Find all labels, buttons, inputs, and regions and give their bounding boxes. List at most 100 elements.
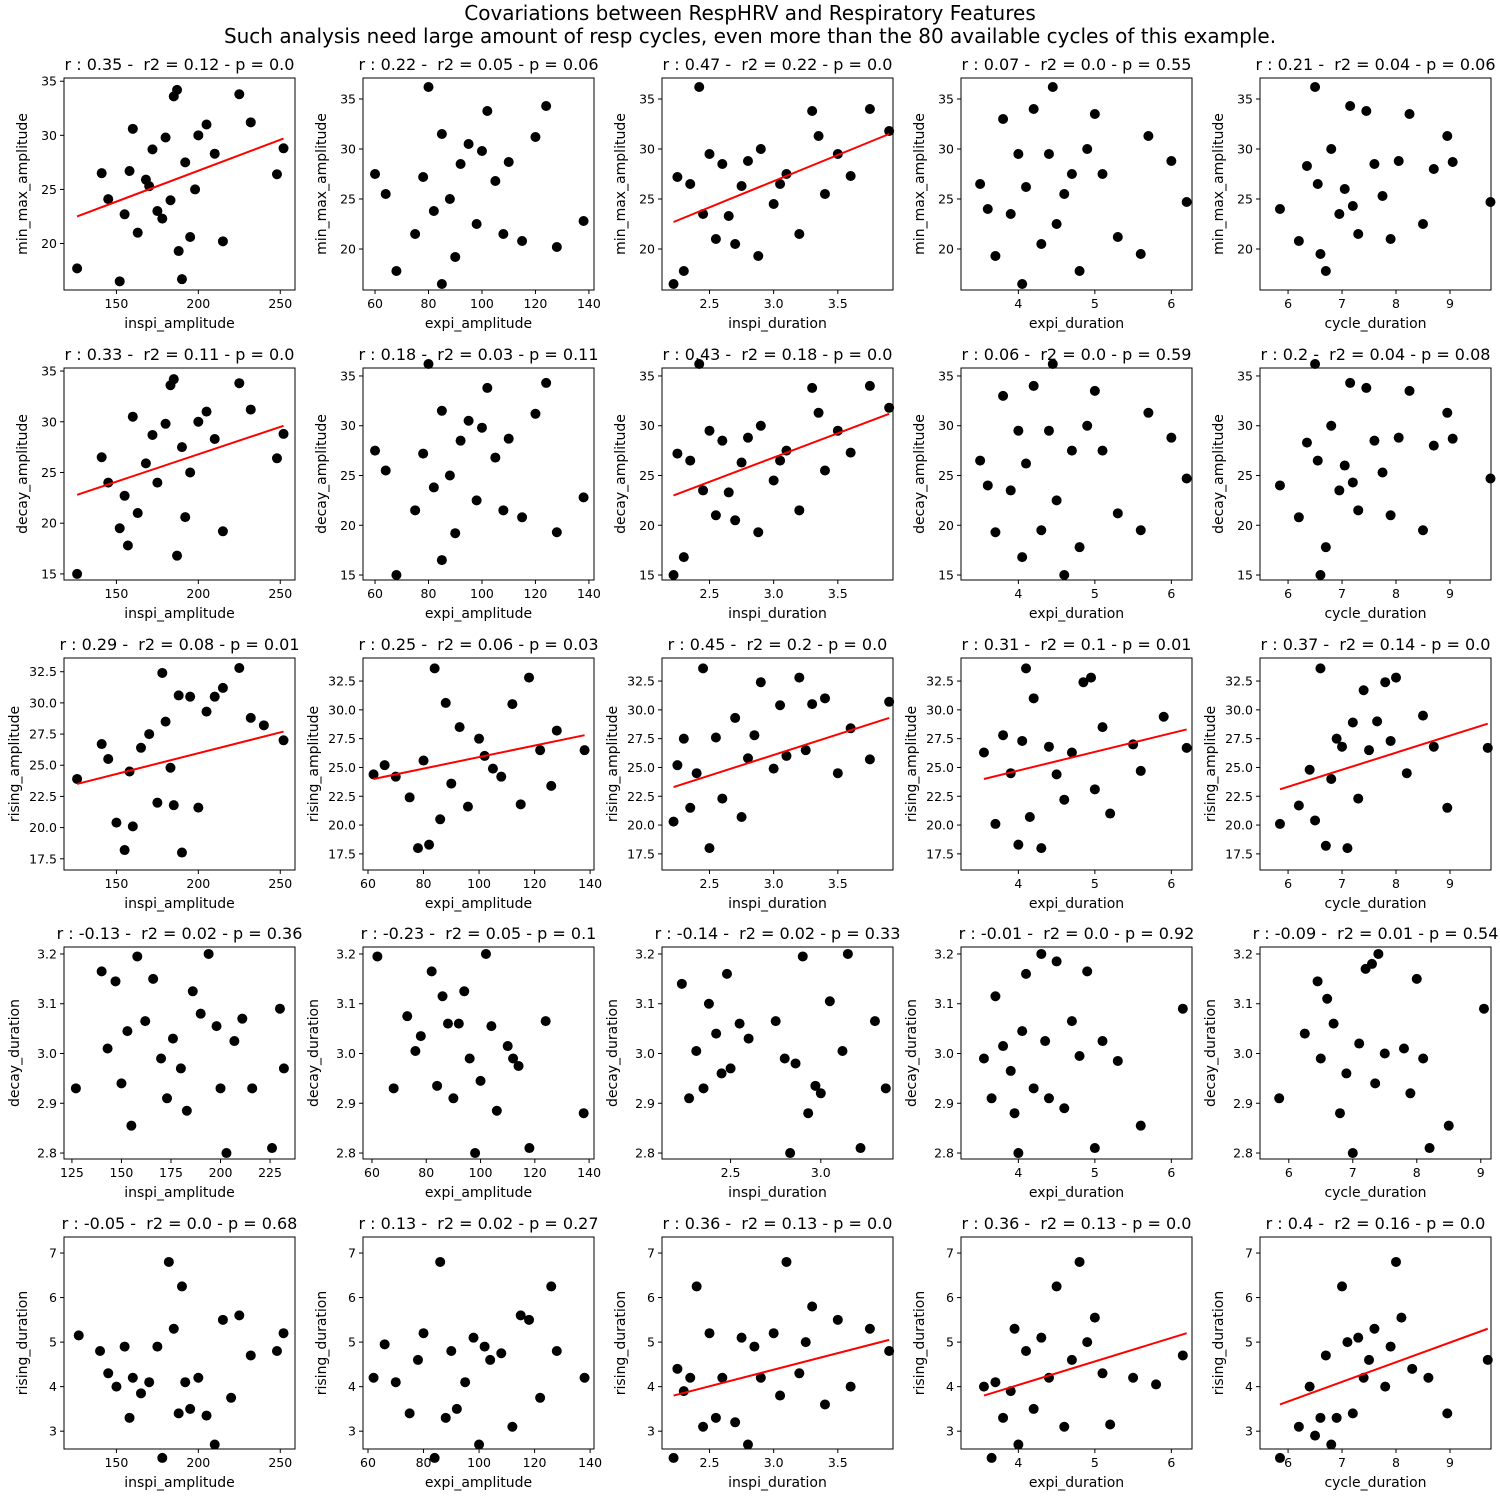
subplot-title: r : 0.37 - r2 = 0.14 - p = 0.0: [1261, 635, 1491, 654]
point: [1086, 672, 1097, 683]
point: [1379, 1048, 1390, 1059]
point: [72, 773, 83, 784]
point: [1135, 765, 1146, 776]
subplot: r : 0.43 - r2 = 0.18 - p = 0.0 2.5 3.0 3.5 1…: [613, 345, 895, 622]
point: [463, 415, 474, 426]
y-tick-label: 25: [639, 192, 655, 207]
point: [1097, 169, 1108, 179]
point: [476, 146, 487, 156]
x-tick-label: 120: [523, 1165, 547, 1180]
plot-frame: [362, 657, 595, 871]
point: [474, 733, 485, 744]
x-tick-label: 5: [1091, 586, 1099, 601]
point: [513, 1060, 524, 1071]
subplot: r : 0.35 - r2 = 0.12 - p = 0.0 150 200 250 2…: [15, 55, 296, 332]
point: [479, 1341, 490, 1352]
plot-frame: [362, 77, 595, 291]
point: [271, 453, 282, 464]
x-tick-label: 250: [268, 876, 292, 891]
point: [755, 1372, 766, 1383]
x-tick-label: 7: [1349, 1165, 1357, 1180]
point: [743, 1033, 754, 1044]
x-tick-label: 3.5: [828, 876, 848, 891]
point: [167, 1033, 178, 1044]
point: [551, 527, 562, 538]
point: [517, 512, 528, 523]
point: [1301, 437, 1312, 448]
point: [1105, 1419, 1116, 1430]
point: [73, 1330, 84, 1341]
point: [116, 1078, 127, 1089]
x-tick-label: 7: [1338, 296, 1346, 311]
point: [271, 169, 282, 180]
point: [678, 733, 689, 744]
point: [410, 229, 421, 239]
point: [990, 1377, 1001, 1388]
point: [775, 1390, 786, 1401]
y-tick-label: 17.5: [29, 851, 57, 866]
point: [1009, 1323, 1020, 1334]
point: [152, 1341, 163, 1352]
y-tick-label: 5: [49, 1335, 57, 1350]
point: [1274, 818, 1285, 829]
point: [444, 194, 455, 204]
figure-subtitle: Such analysis need large amount of resp …: [224, 24, 1276, 48]
y-axis-label: decay_amplitude: [15, 414, 31, 534]
point: [1082, 1337, 1093, 1348]
point: [1274, 204, 1285, 214]
y-tick-label: 6: [647, 1290, 655, 1305]
point: [1047, 82, 1058, 92]
point: [380, 465, 391, 476]
point: [1043, 149, 1054, 159]
point: [1066, 747, 1077, 758]
y-tick-label: 4: [647, 1379, 655, 1394]
y-tick-label: 2.9: [1233, 1096, 1253, 1111]
y-axis-label: rising_duration: [314, 1291, 330, 1396]
subplot: r : 0.4 - r2 = 0.16 - p = 0.0 6 7 8 9 3 4 5 6 7 cy…: [1211, 1214, 1493, 1491]
regression-line: [373, 734, 585, 780]
point: [578, 216, 589, 226]
point: [775, 455, 786, 466]
point: [180, 512, 191, 523]
point: [1066, 169, 1077, 179]
point: [1143, 407, 1154, 418]
y-tick-label: 32.5: [29, 664, 57, 679]
x-tick-label: 150: [104, 1455, 128, 1470]
point: [1036, 948, 1047, 959]
point: [998, 730, 1009, 741]
point: [1181, 473, 1192, 484]
point: [1428, 741, 1439, 752]
x-tick-label: 100: [470, 296, 494, 311]
point: [990, 527, 1001, 538]
point: [482, 382, 493, 393]
point: [201, 119, 212, 130]
point: [132, 508, 143, 519]
point: [691, 1281, 702, 1292]
point: [551, 725, 562, 736]
plot-frame: [362, 367, 595, 581]
point: [278, 1063, 289, 1074]
point: [247, 1083, 258, 1094]
regression-line: [673, 716, 890, 788]
point: [1181, 742, 1192, 753]
subplot-title: r : 0.07 - r2 = 0.0 - p = 0.55: [962, 55, 1192, 74]
point: [678, 266, 689, 276]
plot-frame: [661, 77, 894, 291]
point: [1135, 1120, 1146, 1131]
point: [668, 279, 679, 289]
point: [1353, 793, 1364, 804]
point: [579, 745, 590, 756]
point: [429, 1452, 440, 1463]
x-tick-label: 3.0: [764, 876, 784, 891]
x-axis-label: expi_amplitude: [425, 896, 532, 912]
plot-frame: [960, 657, 1193, 871]
point: [165, 195, 176, 206]
point: [160, 418, 171, 429]
point: [1059, 1103, 1070, 1114]
point: [217, 1314, 228, 1325]
point: [226, 1392, 237, 1403]
point: [1024, 812, 1035, 822]
y-tick-label: 5: [946, 1335, 954, 1350]
y-axis-label: min_max_amplitude: [314, 113, 330, 255]
point: [111, 817, 122, 828]
